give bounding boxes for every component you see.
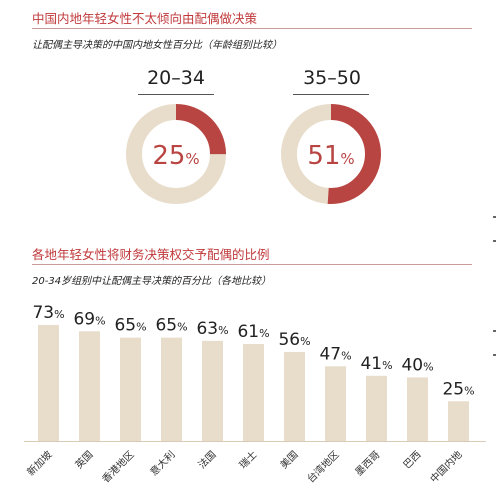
bar-value-label: 25% [442, 379, 474, 399]
bar-value-label: 61% [237, 322, 269, 342]
bar [161, 337, 182, 441]
bar [448, 401, 469, 441]
bar-value-label: 65% [155, 316, 187, 336]
donut-value-label: 51% [307, 141, 354, 171]
donut-label-35-50: 35–50 [303, 67, 361, 89]
bar [284, 351, 305, 441]
bar-category-label: 香港地区 [99, 448, 136, 485]
donut-label-underline-1 [138, 94, 214, 95]
donut-label-underline-2 [293, 94, 369, 95]
section1-divider [32, 28, 472, 29]
bar-value-label: 41% [360, 354, 392, 374]
bar-category-label: 巴西 [401, 449, 424, 472]
section2-title: 各地年轻女性将财务决策权交予配偶的比例 [32, 247, 270, 262]
bar-value-label: 69% [73, 309, 105, 329]
section1-title: 中国内地年轻女性不太倾向由配偶做决策 [32, 11, 258, 26]
donut-segment [281, 104, 381, 204]
bar-category-label: 台湾地区 [304, 448, 341, 485]
bar [243, 344, 264, 441]
edge-tick [493, 354, 496, 356]
donut-label-20-34: 20–34 [147, 67, 205, 89]
edge-tick [493, 330, 496, 332]
bar [38, 324, 59, 441]
bar-category-label: 英国 [72, 448, 95, 471]
bar-value-label: 47% [319, 344, 351, 364]
bar [366, 375, 387, 441]
section2-divider [32, 264, 472, 265]
bar-value-label: 63% [196, 319, 228, 339]
bar-value-label: 65% [114, 316, 146, 336]
edge-tick [493, 216, 496, 218]
section2-subtitle: 20-34岁组别中让配偶主导决策的百分比（各地比较） [32, 276, 272, 287]
bar-category-label: 法国 [195, 448, 218, 471]
bar-value-label: 73% [32, 303, 64, 323]
bar-category-label: 瑞士 [236, 448, 259, 471]
bar-value-label: 40% [401, 355, 433, 375]
bar-category-label: 美国 [277, 448, 300, 471]
bar-category-label: 中国内地 [427, 448, 464, 485]
donut-segment [126, 104, 226, 204]
edge-tick [493, 240, 496, 242]
bar-category-label: 意大利 [147, 448, 177, 478]
bar [79, 331, 100, 441]
section1-subtitle: 让配偶主导决策的中国内地女性百分比（年龄组别比较） [32, 40, 282, 51]
bar [325, 366, 346, 441]
bar [202, 340, 223, 441]
bar-category-label: 墨西哥 [353, 449, 383, 479]
bar-category-label: 新加坡 [24, 448, 54, 478]
donut-value-label: 25% [152, 141, 199, 171]
bar [407, 377, 428, 441]
bar-value-label: 56% [278, 330, 310, 350]
bar [120, 337, 141, 441]
